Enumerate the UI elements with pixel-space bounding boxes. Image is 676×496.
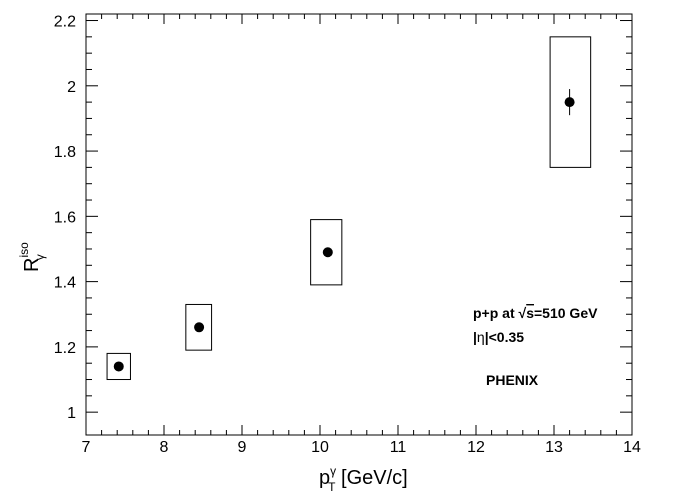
data-point [322,247,333,258]
y-tick-labels: 1 1.2 1.4 1.6 1.8 2 2.2 [54,14,76,423]
x-tick-label: 9 [238,439,247,456]
x-tick-label: 12 [467,439,485,456]
y-tick-label: 1.6 [54,209,76,226]
y-tick-label: 1.8 [54,144,76,161]
y-tick-label: 1 [67,405,76,422]
sys-error-box [549,36,592,168]
data-point [113,361,124,372]
annotation-experiment: PHENIX [486,372,539,388]
x-tick-label: 11 [390,439,407,456]
y-tick-label: 2.2 [54,14,76,31]
plot-frame [85,13,633,436]
x-tick-label: 8 [160,439,169,456]
y-tick-label: 2 [67,79,76,96]
x-tick-label: 7 [82,439,91,456]
annotation-collision: p+p at √s=510 GeV [473,305,598,321]
sys-error-box [185,303,213,351]
x-tick-label: 14 [623,439,641,456]
axis-ticks [85,14,633,435]
data-point [564,97,575,108]
y-axis-title: Riso γ [17,242,47,272]
data-points [113,97,575,372]
y-tick-label: 1.4 [54,275,76,292]
sys-error-box [106,352,131,381]
data-point [194,322,205,333]
x-tick-label: 10 [311,439,329,456]
annotation-eta-cut: |η|<0.35 [473,329,524,345]
x-tick-labels: 7 8 9 10 11 12 13 14 [82,439,641,456]
systematic-boxes [106,36,592,381]
x-tick-label: 13 [545,439,563,456]
y-tick-label: 1.2 [54,340,76,357]
x-axis-title: pγ T [GeV/c] [319,464,408,494]
sys-error-box [310,219,343,286]
